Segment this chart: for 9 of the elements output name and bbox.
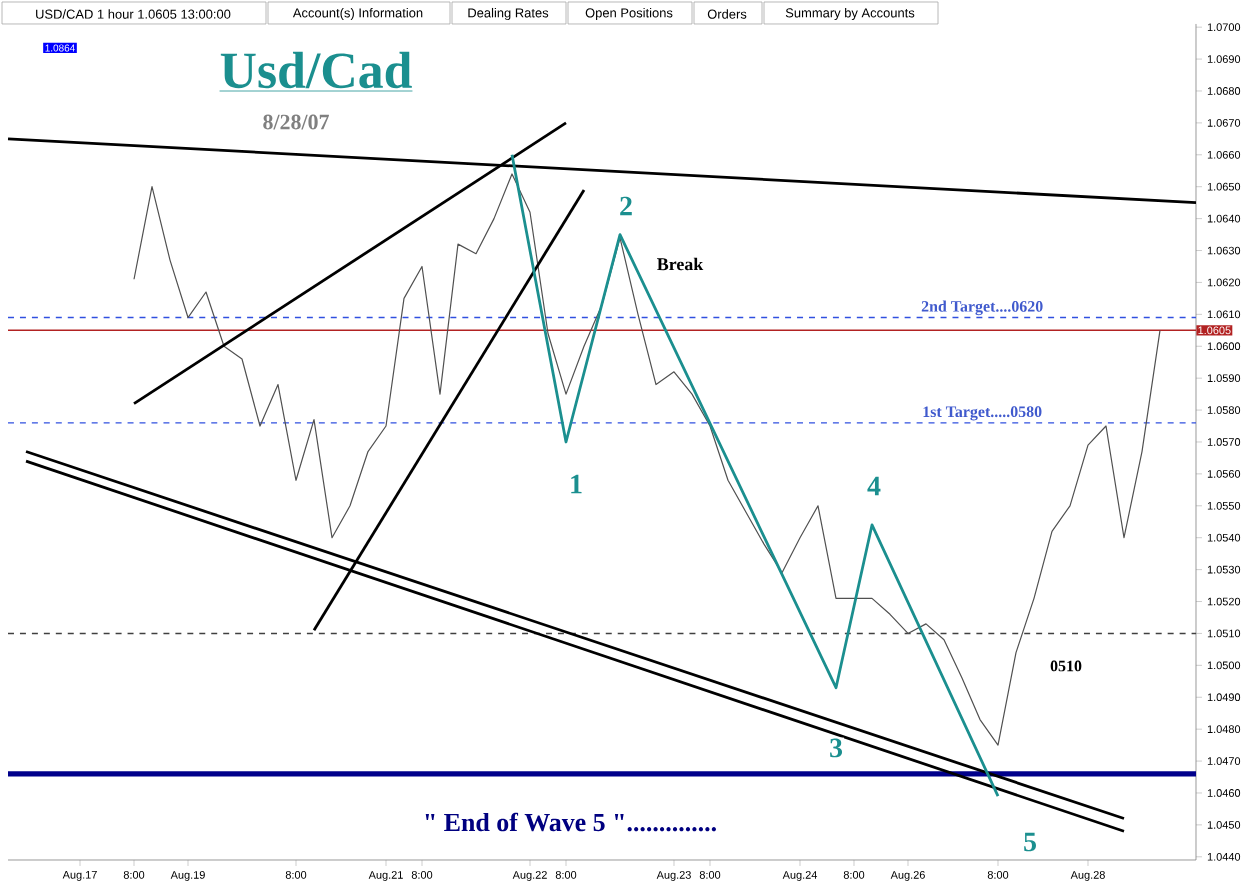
annotation: 5 — [1024, 832, 1036, 852]
annotation: Break — [657, 257, 704, 271]
annotation: 1 — [571, 474, 582, 494]
annotation: 3 — [830, 738, 843, 758]
chart-title: Usd/Cad — [220, 51, 412, 89]
annotation: 2 — [620, 196, 632, 216]
annotation: " End of Wave 5 ".............. — [425, 812, 716, 832]
text: 8/28/07 — [263, 114, 329, 130]
annotation: 4 — [867, 476, 881, 496]
